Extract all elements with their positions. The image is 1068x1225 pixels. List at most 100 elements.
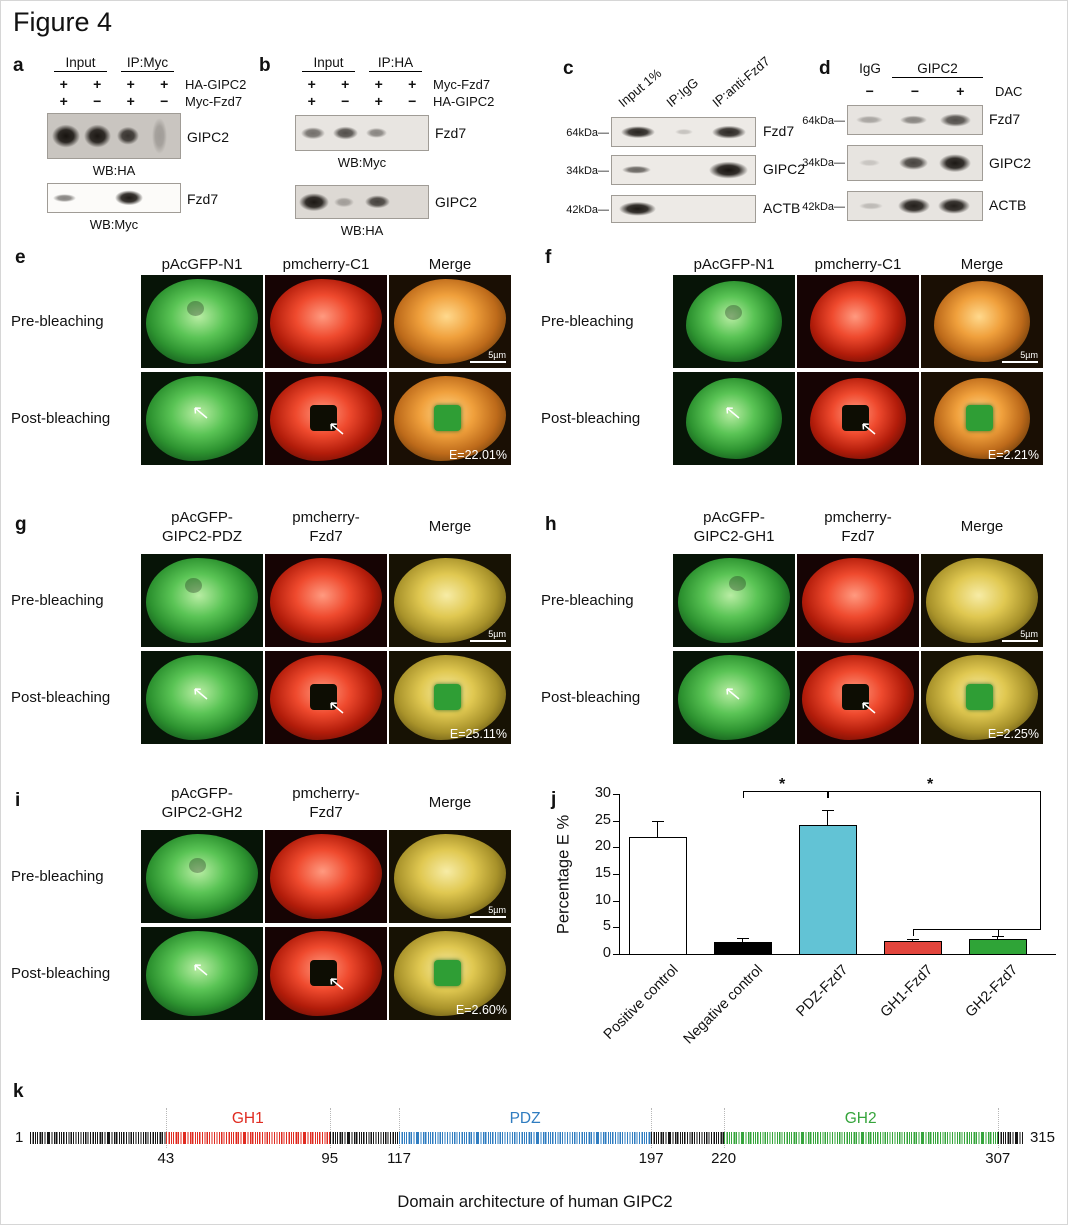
- image-red-pre: [265, 554, 387, 647]
- image-red-post: [265, 651, 387, 744]
- image-green-post: [141, 372, 263, 465]
- boundary-dotted-line: [165, 1107, 167, 1148]
- y-axis-label: Percentage E %: [554, 814, 573, 935]
- y-tick: [613, 927, 619, 929]
- sequence-segment: [30, 1131, 166, 1144]
- significance-line: [1040, 791, 1041, 929]
- error-cap: [652, 820, 664, 822]
- image-red-post: [265, 372, 387, 465]
- protein-band: [620, 126, 655, 138]
- scale-bar: 5µm: [470, 905, 506, 918]
- image-merge-pre: 5µm: [389, 554, 511, 647]
- panel-c-label: c: [563, 58, 574, 79]
- scale-label: 5µm: [488, 629, 506, 639]
- protein-band: [709, 161, 748, 179]
- column-header: Merge: [960, 518, 1004, 535]
- cell: [146, 931, 258, 1016]
- nucleus: [185, 578, 202, 593]
- sign: +: [160, 76, 169, 92]
- significance-drop: [998, 929, 999, 936]
- band-label: Fzd7: [187, 191, 219, 207]
- position-label: 43: [157, 1149, 175, 1167]
- column-header: Merge: [428, 518, 472, 535]
- row-label: Post-bleaching: [11, 689, 111, 706]
- panel-a: a Input IP:Myc + + + + HA-GIPC2 + − + − …: [11, 53, 253, 243]
- protein-band: [939, 154, 972, 172]
- protein-band: [334, 197, 355, 207]
- wb-label: WB:Myc: [89, 217, 139, 232]
- group-header-ip-myc: IP:Myc: [121, 55, 174, 72]
- panel-e: e pAcGFP-N1 pmcherry-C1 Merge Pre-bleach…: [9, 247, 529, 482]
- band-label: ACTB: [763, 200, 801, 216]
- boundary-dotted-line: [723, 1107, 725, 1148]
- band-label: Fzd7: [435, 125, 467, 141]
- significance-bracket: [743, 791, 828, 798]
- blot-fzd7: [295, 115, 429, 151]
- position-label: 117: [387, 1149, 411, 1167]
- domain-label-gh2: GH2: [844, 1109, 877, 1127]
- sequence-segment: [399, 1131, 652, 1144]
- panel-k: k 1 43 95 117 197 220 307 GH1 PDZ GH2 315 Domain…: [9, 1079, 1061, 1224]
- band-label: GIPC2: [763, 161, 806, 177]
- error-bar: [657, 820, 659, 841]
- bar-chart: Percentage E % * * 0 5 10 15 20 25 30 Positive …: [546, 776, 1066, 1081]
- arrow-icon: [859, 420, 879, 442]
- y-tick-label: 5: [602, 918, 611, 935]
- sign: +: [307, 93, 316, 109]
- image-merge-post: E=25.11%: [389, 651, 511, 744]
- image-green-post: [673, 651, 795, 744]
- protein-band: [940, 113, 972, 127]
- position-label: 220: [711, 1149, 737, 1167]
- sequence-bar: 43 95 117 197 220 307 GH1 PDZ GH2: [30, 1107, 1023, 1167]
- band-label: GIPC2: [435, 194, 478, 210]
- x-label-gh1-fzd7: GH1-Fzd7: [877, 962, 937, 1021]
- bleach-region: [434, 684, 461, 710]
- bleach-region: [966, 684, 993, 710]
- panel-a-label: a: [13, 55, 24, 76]
- efficiency-label: E=2.60%: [455, 1003, 507, 1017]
- panel-i: i pAcGFP- GIPC2-GH2 pmcherry- Fzd7 Merge…: [9, 782, 529, 1032]
- sign: −: [910, 83, 920, 99]
- bleach-region: [434, 405, 461, 431]
- boundary-dotted-line: [399, 1107, 401, 1148]
- arrow-icon: [327, 420, 347, 442]
- bar-positive-control: [629, 836, 687, 954]
- row-label: Post-bleaching: [541, 689, 641, 706]
- scale-label: 5µm: [1020, 350, 1038, 360]
- group-header-ip-ha: IP:HA: [369, 55, 422, 72]
- domain-label-pdz: PDZ: [509, 1109, 541, 1127]
- protein-band: [619, 201, 657, 217]
- nucleus: [187, 301, 204, 316]
- blot-gipc2: [611, 155, 756, 185]
- image-red-post: [797, 372, 919, 465]
- x-axis: [619, 954, 1056, 955]
- sign: +: [126, 93, 135, 109]
- row-label: Pre-bleaching: [11, 868, 104, 885]
- bleach-region: [310, 960, 337, 986]
- bleach-region: [966, 405, 993, 431]
- column-header: Merge: [428, 794, 472, 811]
- image-green-post: [141, 927, 263, 1020]
- scale-label: 5µm: [488, 905, 506, 915]
- error-cap: [737, 938, 749, 939]
- panel-i-label: i: [15, 790, 21, 811]
- scale-bar: 5µm: [1002, 629, 1038, 642]
- y-tick: [613, 954, 619, 955]
- x-label-gh2-fzd7: GH2-Fzd7: [962, 962, 1022, 1021]
- x-label-negative-control: Negative control: [680, 962, 767, 1048]
- protein-band: [622, 165, 651, 175]
- protein-band: [152, 117, 167, 155]
- column-header: pAcGFP-N1: [161, 256, 243, 273]
- sign: +: [956, 83, 965, 99]
- significance-fork: [913, 929, 1041, 930]
- position-label: 95: [321, 1149, 339, 1167]
- column-header: pmcherry- Fzd7: [824, 509, 892, 545]
- protein-band: [712, 125, 747, 139]
- column-header: pAcGFP- GIPC2-GH1: [693, 509, 775, 545]
- sequence-end: 315: [1029, 1129, 1055, 1146]
- column-header: pmcherry- Fzd7: [292, 785, 360, 821]
- sign: −: [408, 93, 417, 109]
- band-label: Fzd7: [989, 111, 1021, 127]
- arrow-icon: [723, 685, 743, 707]
- lane-label: IP:IgG: [663, 74, 702, 110]
